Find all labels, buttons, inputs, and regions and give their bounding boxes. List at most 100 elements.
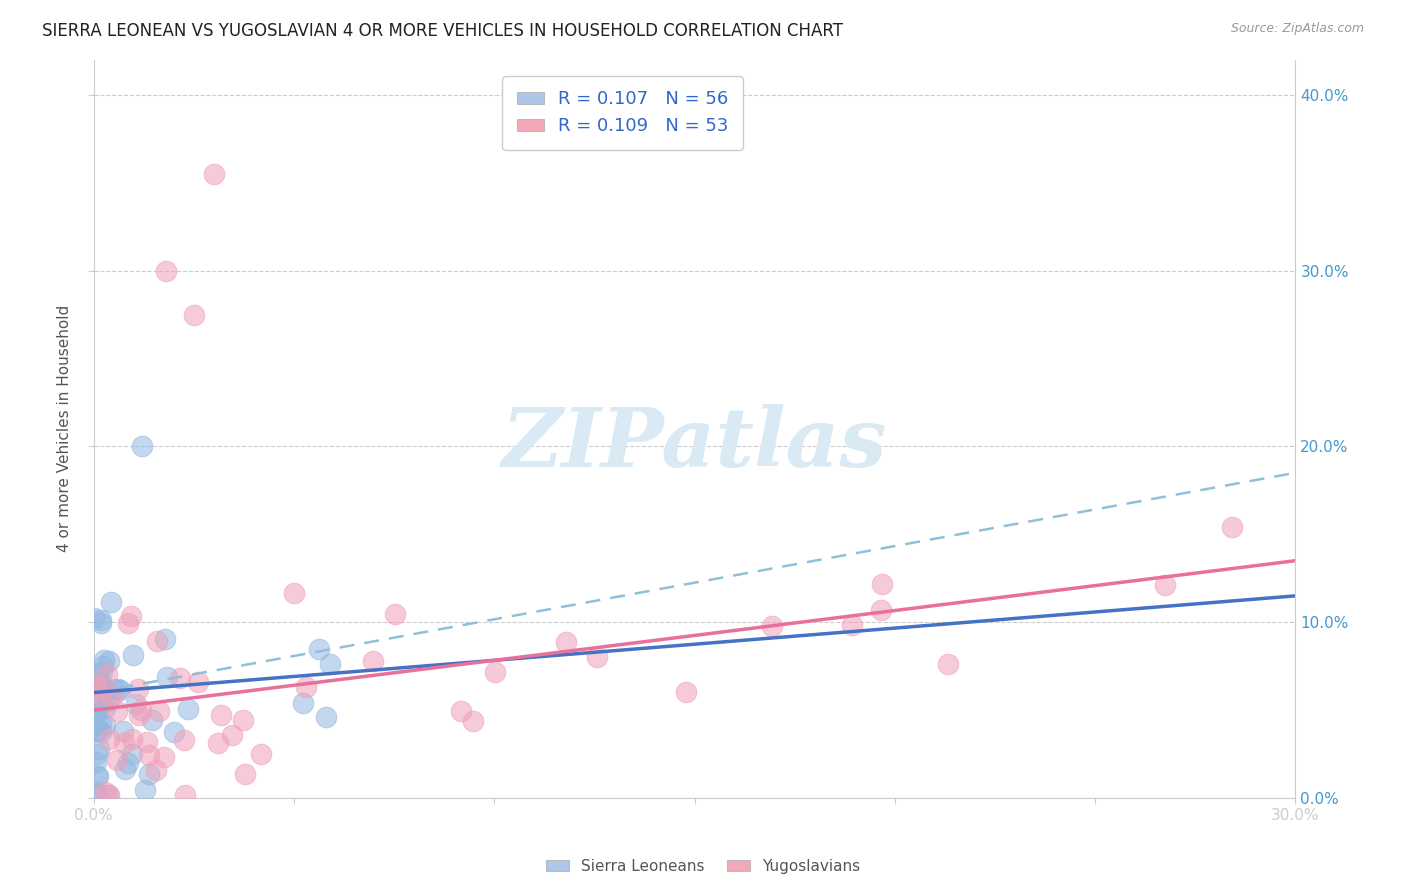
Point [250, 747, 273, 761]
Point [207, 736, 229, 750]
Point [148, 704, 170, 718]
Point [169, 672, 191, 686]
Point [84, 723, 107, 738]
Text: Source: ZipAtlas.com: Source: ZipAtlas.com [1230, 22, 1364, 36]
Point [120, 609, 142, 624]
Point [94, 718, 117, 732]
Point [450, 704, 472, 718]
Point [89, 723, 111, 737]
Point [131, 439, 153, 453]
Point [233, 767, 256, 781]
Legend: R = 0.107   N = 56, R = 0.109   N = 53: R = 0.107 N = 56, R = 0.109 N = 53 [502, 76, 742, 150]
Point [117, 616, 139, 631]
Y-axis label: 4 or more Vehicles in Household: 4 or more Vehicles in Household [58, 305, 72, 552]
Point [84, 788, 107, 802]
Point [232, 713, 254, 727]
Point [869, 603, 891, 617]
Point [134, 782, 156, 797]
Point [93, 653, 115, 667]
Point [177, 702, 200, 716]
Point [90, 616, 112, 631]
Point [675, 685, 697, 699]
Point [555, 634, 578, 648]
Point [319, 657, 342, 671]
Point [84, 755, 107, 769]
Point [138, 767, 160, 781]
Point [94, 700, 117, 714]
Point [83, 709, 105, 723]
Point [461, 714, 484, 729]
Point [86, 681, 108, 696]
Point [108, 683, 131, 698]
Point [100, 595, 122, 609]
Point [121, 732, 143, 747]
Point [135, 735, 157, 749]
Point [121, 747, 143, 761]
Point [98, 788, 121, 802]
Point [155, 263, 177, 277]
Point [105, 753, 128, 767]
Point [162, 725, 184, 739]
Point [98, 654, 121, 668]
Point [84, 706, 107, 721]
Point [121, 648, 143, 662]
Point [187, 674, 209, 689]
Point [84, 678, 107, 692]
Point [129, 703, 152, 717]
Point [173, 732, 195, 747]
Point [586, 650, 609, 665]
Point [291, 696, 314, 710]
Point [89, 677, 111, 691]
Point [1220, 520, 1243, 534]
Point [90, 725, 112, 739]
Point [101, 689, 124, 703]
Point [127, 681, 149, 696]
Point [83, 719, 105, 733]
Point [103, 681, 125, 696]
Point [484, 665, 506, 680]
Point [138, 747, 160, 762]
Point [97, 731, 120, 746]
Point [156, 670, 179, 684]
Point [87, 667, 110, 681]
Point [107, 681, 129, 696]
Point [153, 632, 176, 647]
Text: SIERRA LEONEAN VS YUGOSLAVIAN 4 OR MORE VEHICLES IN HOUSEHOLD CORRELATION CHART: SIERRA LEONEAN VS YUGOSLAVIAN 4 OR MORE … [42, 22, 844, 40]
Point [84, 706, 107, 721]
Point [87, 741, 110, 756]
Point [221, 728, 243, 742]
Point [761, 618, 783, 632]
Point [283, 585, 305, 599]
Point [117, 756, 139, 770]
Point [96, 666, 118, 681]
Point [173, 788, 195, 802]
Point [93, 785, 115, 799]
Point [141, 714, 163, 728]
Point [86, 690, 108, 705]
Point [112, 736, 135, 750]
Point [308, 642, 330, 657]
Point [361, 654, 384, 668]
Point [86, 747, 108, 762]
Point [841, 618, 863, 632]
Point [84, 706, 107, 720]
Point [870, 577, 893, 591]
Point [89, 688, 111, 702]
Point [153, 749, 176, 764]
Point [84, 785, 107, 799]
Point [87, 769, 110, 783]
Point [111, 723, 134, 738]
Point [384, 607, 406, 621]
Point [209, 708, 232, 723]
Point [89, 673, 111, 688]
Point [114, 762, 136, 776]
Point [315, 709, 337, 723]
Point [145, 764, 167, 778]
Point [183, 308, 205, 322]
Legend: Sierra Leoneans, Yugoslavians: Sierra Leoneans, Yugoslavians [540, 853, 866, 880]
Point [936, 657, 959, 672]
Point [294, 680, 316, 694]
Point [202, 167, 225, 181]
Point [96, 694, 118, 708]
Point [90, 614, 112, 628]
